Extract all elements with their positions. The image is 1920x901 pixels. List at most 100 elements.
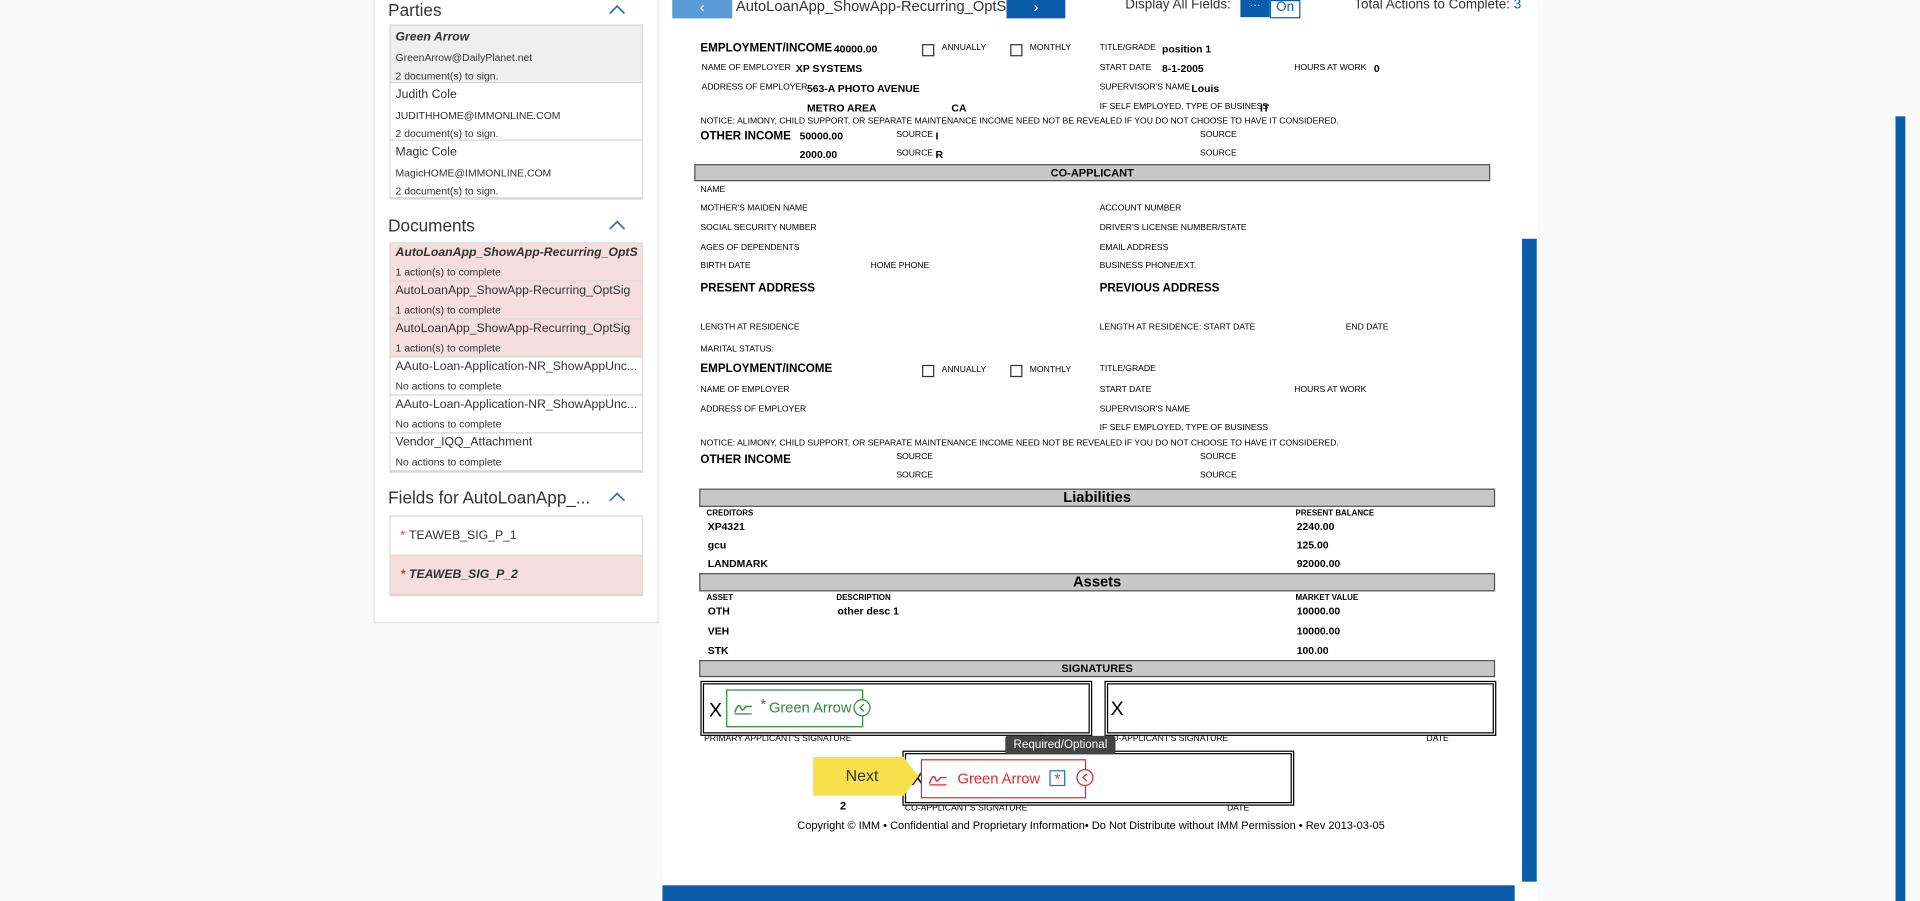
party-email: GreenArrow@DailyPlanet.net xyxy=(395,51,533,64)
field-item[interactable]: * TEAWEB_SIG_P_1 xyxy=(390,516,642,556)
section-bar: SIGNATURES xyxy=(699,660,1496,678)
form-text: PRESENT ADDRESS xyxy=(700,281,816,296)
page-scrollbar[interactable] xyxy=(1895,116,1906,901)
document-status: 1 action(s) to complete xyxy=(395,265,501,278)
next-button[interactable]: Next xyxy=(845,766,879,785)
field-marker: * xyxy=(400,568,406,582)
signature-box xyxy=(1104,680,1497,736)
tag-marker: * xyxy=(760,695,767,713)
tooltip: Required/Optional xyxy=(1005,735,1116,755)
form-text: ASSET xyxy=(706,593,734,603)
form-text: TITLE/GRADE xyxy=(1099,44,1156,53)
form-text: SOURCE xyxy=(896,453,934,462)
form-text: 0 xyxy=(1373,62,1380,75)
party-item[interactable]: Green Arrow GreenArrow@DailyPlanet.net 2 d… xyxy=(390,25,642,84)
form-text: HOME PHONE xyxy=(870,262,930,271)
form-text: IF SELF EMPLOYED, TYPE OF BUSINESS xyxy=(1099,423,1269,433)
prev-button[interactable]: ‹ xyxy=(672,0,733,19)
form-text: 92000.00 xyxy=(1296,557,1341,570)
form-text: CO-APPLICANT'S SIGNATURE xyxy=(1105,734,1229,744)
form-text: 125.00 xyxy=(1296,538,1329,552)
form-text: HOURS AT WORK xyxy=(1294,63,1367,73)
form-text: OTHER INCOME xyxy=(700,453,791,467)
document-name: AAuto-Loan-Application-NR_ShowAppUnc... xyxy=(395,360,638,374)
form-text: other desc 1 xyxy=(837,604,899,618)
required-toggle[interactable]: * xyxy=(1049,770,1066,787)
form-text: OTHER INCOME xyxy=(700,129,791,144)
form-text: IF SELF EMPLOYED, TYPE OF BUSINESS xyxy=(1099,102,1269,112)
document-item[interactable]: AAuto-Loan-Application-NR_ShowAppUnc... N… xyxy=(390,357,642,396)
form-text: DATE xyxy=(1426,734,1449,744)
sign-icon xyxy=(928,775,947,786)
party-status: 2 document(s) to sign. xyxy=(395,69,499,83)
collapse-chevron[interactable] xyxy=(609,491,626,503)
form-text: XP4321 xyxy=(707,520,745,533)
form-text: SOURCE xyxy=(1200,131,1237,140)
document-item[interactable]: AutoLoanApp_ShowApp-Recurring_OptSig 1 ac… xyxy=(390,281,642,320)
doc-hscrollbar[interactable] xyxy=(662,885,1515,901)
total-label: Total Actions to Complete: xyxy=(1354,0,1511,13)
document-item[interactable]: AutoLoanApp_ShowApp-Recurring_OptSig 1 ac… xyxy=(390,319,642,358)
document-name: AutoLoanApp_ShowApp-Recurring_OptSig xyxy=(395,246,638,260)
next-page: 2 xyxy=(840,799,847,812)
form-text: MONTHLY xyxy=(1029,44,1072,53)
form-text: DESCRIPTION xyxy=(836,593,891,603)
signature-tag[interactable]: * Green Arrow xyxy=(726,689,864,728)
next-button-shape[interactable] xyxy=(813,756,923,796)
form-text: 10000.00 xyxy=(1296,624,1341,637)
field-item[interactable]: * TEAWEB_SIG_P_2 xyxy=(390,555,642,596)
document-status: No actions to complete xyxy=(395,417,502,430)
signature-tag-active[interactable]: Green Arrow * xyxy=(920,759,1087,799)
collapse-chevron[interactable] xyxy=(609,219,626,231)
form-text: 10000.00 xyxy=(1296,604,1341,618)
document-item[interactable]: Vendor_IQQ_Attachment No actions to compl… xyxy=(390,433,642,472)
form-text: DRIVER'S LICENSE NUMBER/STATE xyxy=(1099,224,1247,233)
form-text: LENGTH AT RESIDENCE: START DATE xyxy=(1099,323,1256,332)
form-text: ADDRESS OF EMPLOYER xyxy=(700,405,807,414)
form-text: START DATE xyxy=(1099,63,1152,73)
document-item[interactable]: AAuto-Loan-Application-NR_ShowAppUnc... N… xyxy=(390,395,642,434)
form-text: SUPERVISOR'S NAME xyxy=(1099,405,1191,414)
party-item[interactable]: Judith Cole JUDITHHOME@IMMONLINE.COM 2 doc… xyxy=(390,83,642,141)
next-doc-button[interactable]: › xyxy=(1006,0,1066,19)
tag-collapse[interactable] xyxy=(852,698,872,718)
form-text: 40000.00 xyxy=(833,42,878,56)
form-text: SUPERVISOR'S NAME xyxy=(1099,83,1191,92)
field-marker: * xyxy=(400,528,406,543)
document-item[interactable]: AutoLoanApp_ShowApp-Recurring_OptSig 1 ac… xyxy=(390,243,642,282)
form-text: MARKET VALUE xyxy=(1295,593,1359,603)
checkbox[interactable] xyxy=(922,364,935,378)
form-text: position 1 xyxy=(1162,42,1212,56)
form-text: START DATE xyxy=(1099,385,1152,395)
form-text: X xyxy=(708,700,723,722)
form-text: XP SYSTEMS xyxy=(795,62,863,75)
form-text: MONTHLY xyxy=(1029,366,1072,375)
document-status: No actions to complete xyxy=(395,455,502,468)
toggle-off[interactable]: ··· xyxy=(1240,0,1270,18)
form-text: NOTICE: ALIMONY, CHILD SUPPORT, OR SEPAR… xyxy=(700,439,1339,449)
form-text: SOURCE xyxy=(896,149,934,158)
form-text: OTH xyxy=(707,604,730,618)
doc-scrollbar[interactable] xyxy=(1522,238,1537,882)
display-label: Display All Fields: xyxy=(1125,0,1231,13)
form-text: 2240.00 xyxy=(1296,520,1335,533)
form-text: STK xyxy=(707,644,729,657)
form-text: CREDITORS xyxy=(706,509,754,518)
checkbox[interactable] xyxy=(1010,364,1023,378)
form-text: X xyxy=(1110,699,1124,721)
document-status: No actions to complete xyxy=(395,379,502,392)
form-text: SOURCE xyxy=(896,471,934,481)
form-text: LENGTH AT RESIDENCE xyxy=(700,323,800,332)
collapse-chevron[interactable] xyxy=(609,4,626,16)
checkbox[interactable] xyxy=(922,44,935,57)
form-text: BIRTH DATE xyxy=(700,262,751,271)
form-text: ADDRESS OF EMPLOYER xyxy=(701,83,808,92)
toggle-on[interactable]: On xyxy=(1269,0,1301,19)
form-text: 2000.00 xyxy=(799,148,838,161)
checkbox[interactable] xyxy=(1010,44,1023,57)
documents-list: AutoLoanApp_ShowApp-Recurring_OptSig 1 ac… xyxy=(389,242,643,473)
fields-list: * TEAWEB_SIG_P_1 * TEAWEB_SIG_P_2 xyxy=(389,515,643,597)
tag-name: Green Arrow xyxy=(957,770,1041,788)
party-item[interactable]: Magic Cole MagicHOME@IMMONLINE.COM 2 docum… xyxy=(390,140,642,199)
tag-collapse[interactable] xyxy=(1075,768,1095,788)
